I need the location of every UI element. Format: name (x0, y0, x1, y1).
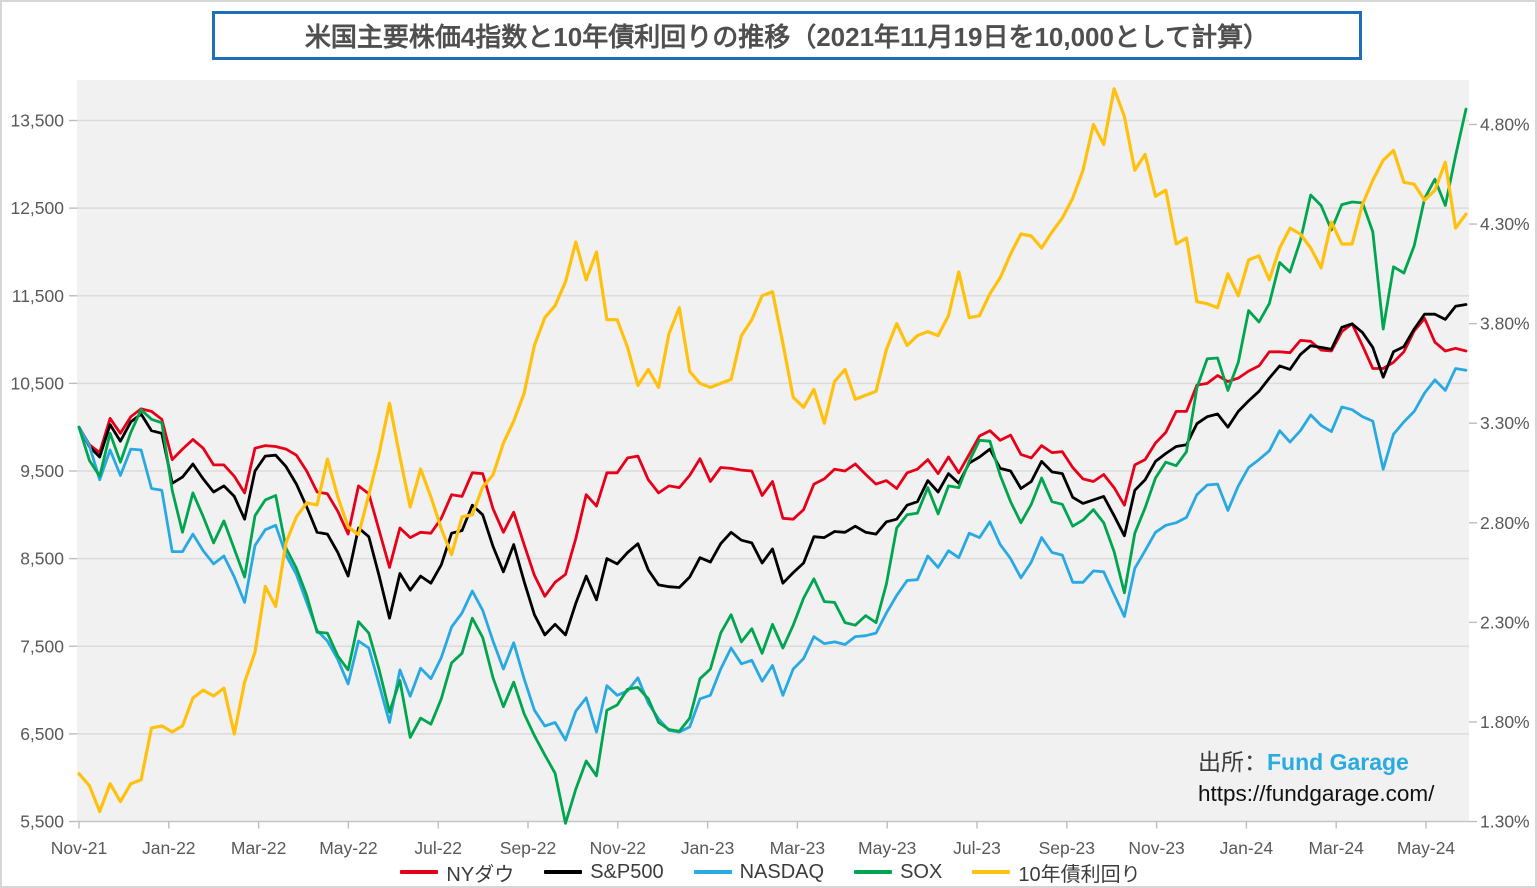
chart-legend: NYダウ S&P500 NASDAQ SOX 10年債利回り (2, 857, 1535, 887)
x-axis-tick-label: Nov-23 (1128, 838, 1184, 858)
y-axis-right-tick-label: 4.80% (1480, 115, 1530, 135)
legend-item-sp500: S&P500 (544, 860, 664, 884)
legend-label-us10y: 10年債利回り (1018, 863, 1141, 886)
legend-label-sox: SOX (900, 860, 943, 883)
y-axis-left-tick-label: 12,500 (10, 198, 64, 218)
y-axis-left-tick-label: 10,500 (10, 373, 64, 393)
x-axis-tick-label: Mar-23 (770, 838, 825, 858)
source-brand: Fund Garage (1267, 749, 1409, 775)
y-axis-right-tick-label: 1.80% (1480, 712, 1530, 732)
x-axis-tick-label: Nov-21 (51, 838, 107, 858)
legend-swatch-us10y (972, 870, 1011, 874)
legend-swatch-sox (854, 870, 893, 874)
y-axis-right-tick-label: 3.30% (1480, 413, 1530, 433)
y-axis-right-tick-label: 4.30% (1480, 214, 1530, 234)
x-axis-tick-label: May-23 (858, 838, 916, 858)
x-axis-tick-label: Mar-24 (1308, 838, 1364, 858)
y-axis-left-tick-label: 8,500 (20, 549, 64, 569)
x-axis-tick-label: Jul-22 (414, 838, 462, 858)
source-prefix: 出所： (1198, 749, 1267, 775)
chart-title: 米国主要株価4指数と10年債利回りの推移（2021年11月19日を10,000と… (304, 22, 1270, 52)
x-axis-tick-label: Nov-22 (590, 838, 646, 858)
series-line-sox (77, 107, 1468, 825)
chart-title-box: 米国主要株価4指数と10年債利回りの推移（2021年11月19日を10,000と… (212, 11, 1362, 60)
series-line-sp500 (77, 303, 1468, 637)
y-axis-right-tick-label: 2.80% (1480, 513, 1530, 533)
series-line-us10y-yield (77, 87, 1468, 814)
x-axis-tick-label: Jan-23 (681, 838, 735, 858)
legend-label-dow: NYダウ (446, 863, 515, 886)
y-axis-right-tick-label: 1.30% (1480, 812, 1530, 832)
x-axis-tick-label: Mar-22 (231, 838, 286, 858)
x-axis-tick-label: Jan-24 (1220, 838, 1274, 858)
y-axis-left-tick-label: 9,500 (20, 461, 64, 481)
y-axis-left-tick-label: 13,500 (10, 111, 64, 131)
legend-item-us10y: 10年債利回り (972, 858, 1141, 887)
x-axis-tick-label: May-24 (1397, 838, 1456, 858)
y-axis-right-tick-label: 3.80% (1480, 314, 1530, 334)
source-attribution: 出所：Fund Garage (1198, 743, 1409, 777)
legend-item-sox: SOX (854, 861, 942, 884)
x-axis-tick-label: Jul-23 (953, 838, 1001, 858)
legend-label-sp500: S&P500 (590, 860, 664, 883)
y-axis-left-tick-label: 5,500 (20, 812, 64, 832)
legend-swatch-nasdaq (693, 870, 732, 874)
x-axis-tick-label: Sep-22 (500, 838, 556, 858)
source-url: https://fundgarage.com/ (1198, 781, 1435, 806)
y-axis-left-tick-label: 7,500 (20, 636, 64, 656)
x-axis-tick-label: May-22 (319, 838, 377, 858)
plot-area (77, 80, 1469, 822)
series-line-dow (77, 317, 1468, 598)
legend-swatch-sp500 (544, 870, 583, 874)
y-axis-left-tick-label: 6,500 (20, 724, 64, 744)
legend-label-nasdaq: NASDAQ (739, 860, 825, 883)
x-axis-tick-label: Jan-22 (142, 838, 196, 858)
legend-item-dow: NYダウ (400, 858, 514, 887)
y-axis-left-tick-label: 11,500 (12, 286, 64, 306)
y-axis-right-tick-label: 2.30% (1480, 612, 1530, 632)
legend-swatch-dow (400, 870, 439, 874)
legend-item-nasdaq: NASDAQ (693, 860, 825, 884)
x-axis-tick-label: Sep-23 (1039, 838, 1095, 858)
